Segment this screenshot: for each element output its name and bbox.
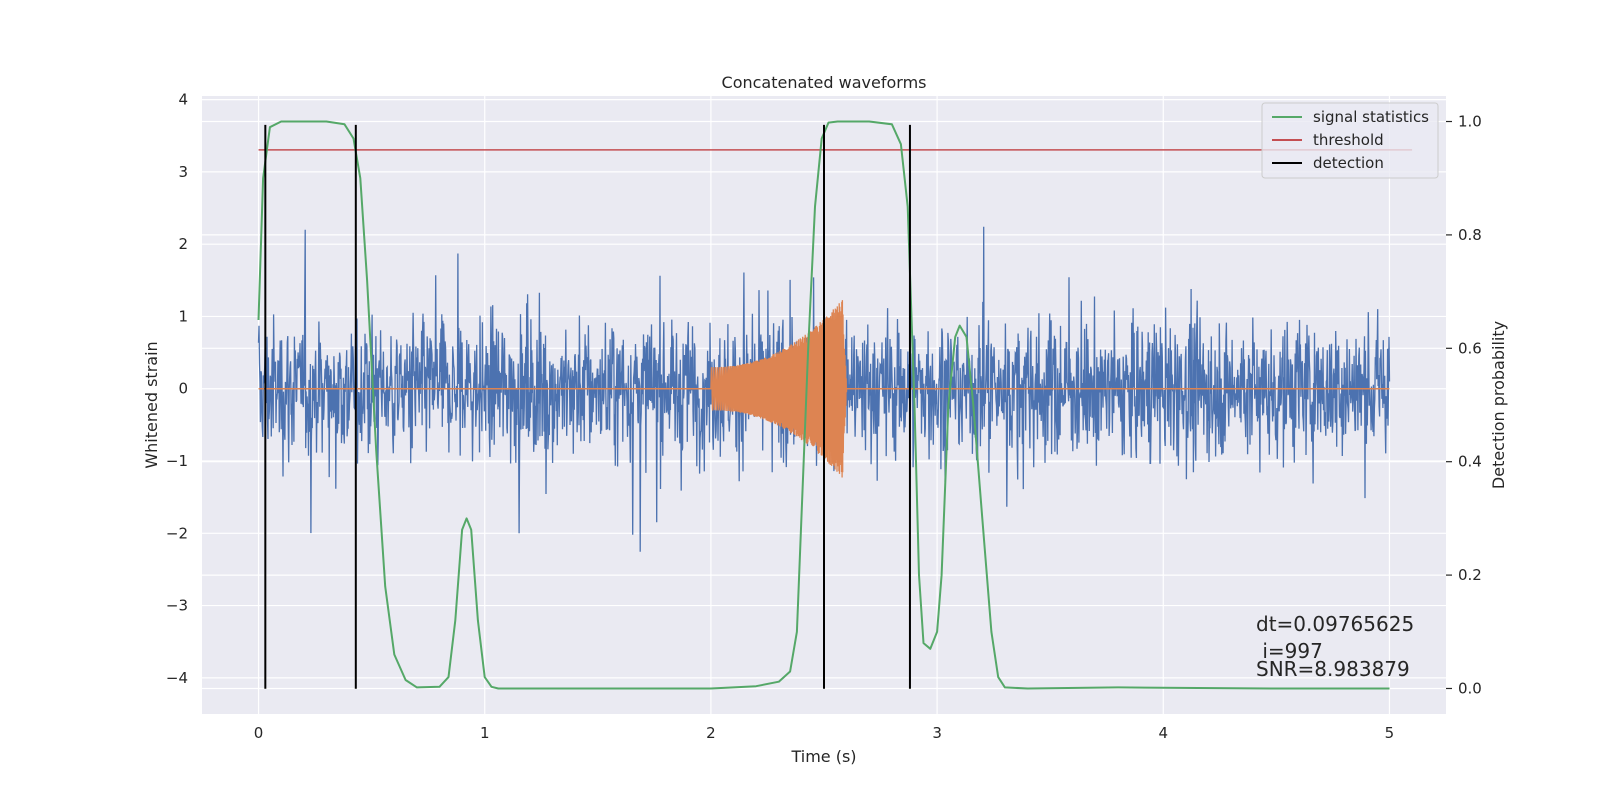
x-tick-label: 4 [1158, 724, 1168, 742]
ticks: 0 1 2 3 4 5 −4 −3 −2 −1 0 1 2 3 4 0.0 0.2 0.4 0.6 0.8 1.0 [166, 91, 1482, 742]
y-axis-label: Whitened strain [142, 341, 161, 468]
y2-tick-label: 1.0 [1458, 113, 1482, 131]
annotation-snr: SNR=8.983879 [1256, 657, 1410, 681]
y-tick-label: −2 [166, 524, 188, 542]
y-tick-label: 2 [178, 235, 188, 253]
annotation-i: i=997 [1256, 639, 1323, 663]
x-tick-label: 1 [480, 724, 490, 742]
chart-title: Concatenated waveforms [722, 73, 927, 92]
x-axis-label: Time (s) [790, 747, 856, 766]
x-tick-label: 3 [932, 724, 942, 742]
x-tick-label: 0 [254, 724, 264, 742]
legend-label-signal-statistics: signal statistics [1313, 108, 1429, 126]
y2-tick-label: 0.8 [1458, 226, 1482, 244]
legend-label-detection: detection [1313, 154, 1384, 172]
y2-tick-label: 0.6 [1458, 339, 1482, 357]
y-tick-label: 3 [178, 163, 188, 181]
annotation-dt: dt=0.09765625 [1256, 612, 1414, 636]
legend: signal statistics threshold detection [1261, 102, 1439, 179]
legend-box [1261, 102, 1439, 179]
y2-axis-label: Detection probability [1489, 321, 1508, 489]
x-tick-label: 2 [706, 724, 716, 742]
y-tick-label: −4 [166, 669, 188, 687]
y-tick-label: −3 [166, 597, 188, 615]
y2-tick-label: 0.0 [1458, 679, 1482, 697]
y-tick-label: 4 [178, 91, 188, 109]
x-tick-label: 5 [1385, 724, 1395, 742]
y2-tick-label: 0.2 [1458, 566, 1482, 584]
signal-statistics-line [257, 120, 1390, 690]
y2-tick-label: 0.4 [1458, 453, 1482, 471]
y-tick-label: −1 [166, 452, 188, 470]
y-tick-label: 0 [178, 380, 188, 398]
y-tick-label: 1 [178, 307, 188, 325]
legend-label-threshold: threshold [1313, 131, 1384, 149]
plot-content [257, 120, 1413, 690]
